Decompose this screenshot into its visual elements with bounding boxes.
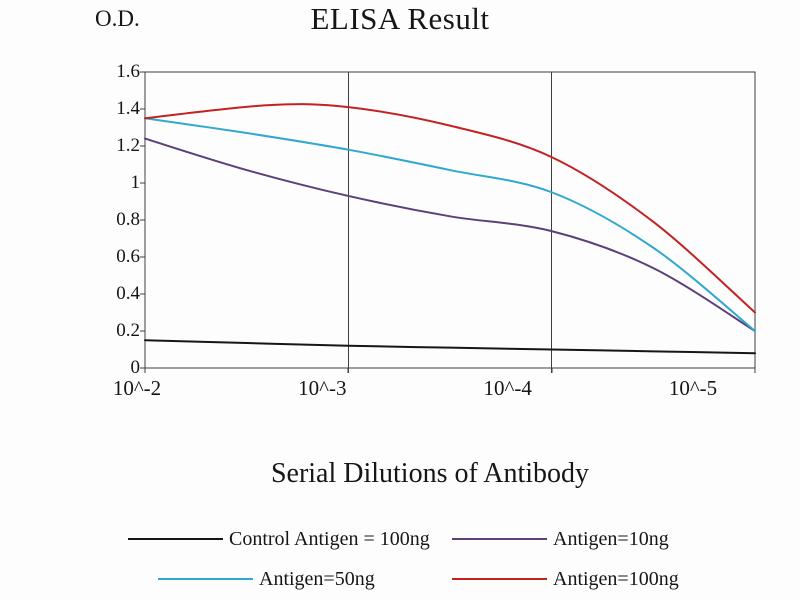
legend-line-swatch-purple [452, 538, 547, 540]
y-tick-label: 1.6 [116, 61, 140, 82]
y-tick-label: 1.2 [116, 135, 140, 156]
legend-item-antigen-10ng: Antigen=10ng [452, 526, 669, 552]
legend-item-control-antigen-100ng: Control Antigen = 100ng [128, 526, 430, 552]
y-tick-label: 1 [130, 172, 141, 193]
legend-label-antigen-100ng: Antigen=100ng [553, 567, 679, 590]
legend-line-swatch-red [452, 578, 547, 580]
series-line-antigen-10ng [144, 137, 756, 332]
legend-label-antigen-50ng: Antigen=50ng [259, 567, 375, 590]
series-line-antigen-50ng [144, 117, 756, 332]
series-line-antigen-100ng [144, 103, 756, 314]
plot-border [144, 71, 756, 369]
x-axis-title: Serial Dilutions of Antibody [270, 458, 590, 489]
legend-label-control-antigen-100ng: Control Antigen = 100ng [229, 527, 430, 550]
y-tick-label: 0.4 [116, 283, 140, 304]
x-tick-label: 10^-4 [483, 376, 532, 400]
legend-item-antigen-100ng: Antigen=100ng [452, 566, 679, 592]
y-tick-label: 0.2 [116, 320, 140, 341]
legend-item-antigen-50ng: Antigen=50ng [158, 566, 375, 592]
legend-label-antigen-10ng: Antigen=10ng [553, 527, 669, 550]
series-line-control-antigen-100ng [144, 339, 756, 355]
x-tick-label: 10^-2 [112, 376, 162, 400]
y-axis-title: O.D. [95, 6, 140, 31]
legend-line-swatch-cyan [158, 578, 253, 580]
y-tick-label: 0.8 [116, 209, 140, 230]
legend-line-swatch-black [128, 538, 223, 540]
x-tick-label: 10^-5 [668, 376, 718, 400]
chart-title: ELISA Result [310, 1, 490, 36]
y-tick-label: 0.6 [116, 246, 140, 267]
y-tick-label: 0 [130, 357, 141, 378]
y-tick-label: 1.4 [116, 98, 140, 119]
x-tick-label: 10^-3 [298, 376, 347, 400]
